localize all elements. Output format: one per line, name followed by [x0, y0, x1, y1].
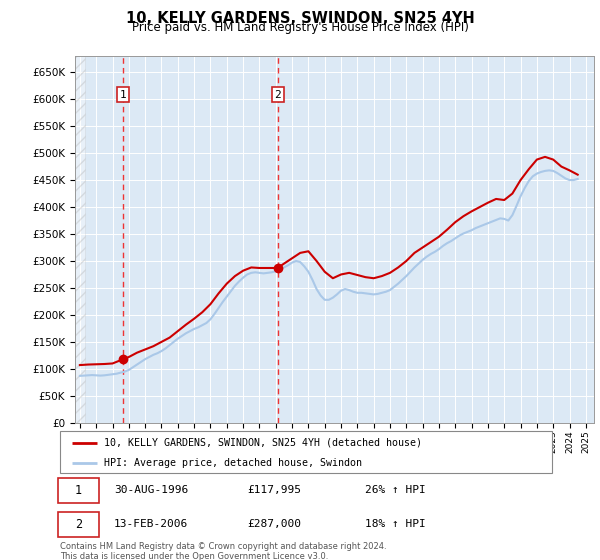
Text: 26% ↑ HPI: 26% ↑ HPI [365, 486, 426, 496]
Text: 1: 1 [120, 90, 127, 100]
FancyBboxPatch shape [58, 512, 100, 537]
Text: Price paid vs. HM Land Registry's House Price Index (HPI): Price paid vs. HM Land Registry's House … [131, 21, 469, 34]
Text: £287,000: £287,000 [247, 519, 301, 529]
Text: HPI: Average price, detached house, Swindon: HPI: Average price, detached house, Swin… [104, 458, 362, 468]
Text: Contains HM Land Registry data © Crown copyright and database right 2024.
This d: Contains HM Land Registry data © Crown c… [60, 542, 386, 560]
Text: 2: 2 [274, 90, 281, 100]
Text: 10, KELLY GARDENS, SWINDON, SN25 4YH: 10, KELLY GARDENS, SWINDON, SN25 4YH [125, 11, 475, 26]
Text: 18% ↑ HPI: 18% ↑ HPI [365, 519, 426, 529]
Bar [75, 56, 85, 423]
Text: 13-FEB-2006: 13-FEB-2006 [114, 519, 188, 529]
Text: 1: 1 [75, 484, 82, 497]
Text: 10, KELLY GARDENS, SWINDON, SN25 4YH (detached house): 10, KELLY GARDENS, SWINDON, SN25 4YH (de… [104, 437, 422, 447]
Text: 2: 2 [75, 518, 82, 531]
FancyBboxPatch shape [58, 478, 100, 503]
Text: £117,995: £117,995 [247, 486, 301, 496]
Text: 30-AUG-1996: 30-AUG-1996 [114, 486, 188, 496]
